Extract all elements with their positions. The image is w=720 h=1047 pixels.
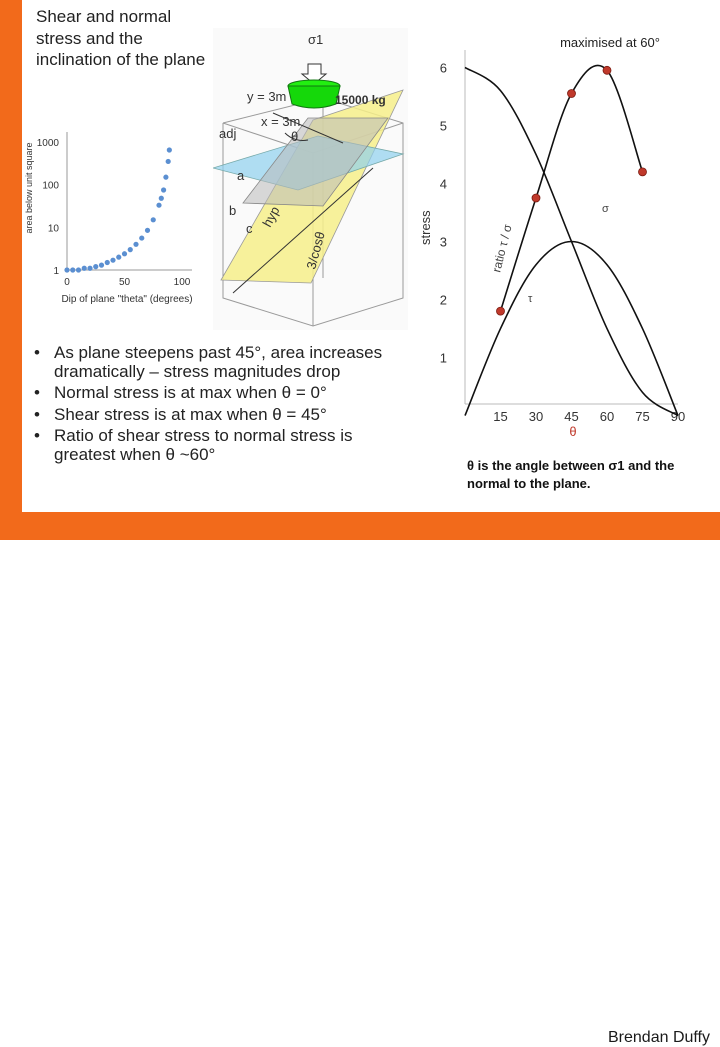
x-dimension-label: x = 3m: [261, 114, 300, 129]
weight-body: [287, 85, 341, 109]
sigma-arrow: [300, 63, 328, 85]
y-dimension-label: y = 3m: [247, 89, 286, 104]
scatter-y-tick-label: 10: [48, 223, 60, 234]
scatter-x-tick-label: 0: [64, 277, 70, 288]
ratio-x-tick-label: 30: [529, 409, 543, 424]
ratio-x-tick-label: 90: [671, 409, 685, 424]
ratio-x-tick-label: 45: [564, 409, 578, 424]
scatter-point: [87, 265, 93, 271]
ratio-point: [496, 306, 505, 316]
scatter-axes: [66, 132, 192, 271]
ratio-series-label: ratio τ / σ: [489, 222, 515, 273]
scatter-points: [64, 147, 172, 273]
scatter-y-tick-label: 100: [42, 181, 59, 192]
scatter-point: [166, 147, 172, 153]
footer-bar: Brendan Duffy: [0, 512, 720, 1046]
scatter-xlabel: Dip of plane "theta" (degrees): [61, 294, 192, 305]
scatter-point: [127, 247, 133, 253]
block-diagram: σ1 15000 kg y = 3m x = 3m θ adj a b c hy…: [213, 28, 408, 330]
scatter-point: [64, 267, 70, 273]
a-label: a: [237, 168, 245, 183]
scatter-point: [116, 254, 122, 260]
c-label: c: [246, 221, 253, 236]
ratio-ylabel: stress: [418, 210, 433, 245]
scatter-x-tick-label: 50: [119, 277, 131, 288]
scatter-point: [98, 262, 105, 268]
ratio-axes: [464, 50, 678, 405]
normal-series-label: σ: [602, 203, 609, 215]
scatter-point: [144, 227, 151, 233]
scatter-point: [121, 251, 128, 257]
ratio-point: [638, 167, 647, 177]
vertical-plane: [242, 117, 389, 207]
adj-arrow: [272, 112, 344, 144]
slide-title: Shear and normal stress and the inclinat…: [36, 7, 206, 69]
ratio-y-tick-label: 3: [440, 235, 447, 250]
bullet-item: Ratio of shear stress to normal stress i…: [28, 426, 413, 464]
ratio-point: [531, 193, 541, 203]
scatter-chart: 1 10 100 1000 0 50 100 Dip of plane "theta" (d…: [37, 132, 193, 305]
shear-series-line: [464, 240, 679, 416]
theta-caption: θ is the angle between σ1 and the normal…: [467, 458, 675, 491]
ratio-x-tick-label: 60: [600, 409, 614, 424]
ratio-x-tick-label: 75: [635, 409, 649, 424]
scatter-point: [139, 235, 145, 241]
scatter-y-tick-label: 1000: [37, 138, 60, 149]
scatter-point: [104, 259, 110, 266]
ratio-series-line: [499, 64, 644, 312]
scatter-point: [163, 174, 169, 180]
scatter-point: [165, 158, 171, 165]
ratio-y-tick-label: 5: [440, 118, 447, 133]
bullet-item: Shear stress is at max when θ = 45°: [28, 405, 413, 425]
ratio-point: [602, 65, 612, 75]
ratio-y-tick-label: 4: [440, 176, 447, 191]
scatter-x-tick-label: 100: [174, 277, 191, 288]
scatter-point: [93, 264, 99, 270]
theta-arc: [284, 132, 309, 141]
hyp-arrow: [232, 167, 374, 294]
ratio-points: [496, 65, 647, 316]
accent-side-bar: [0, 0, 22, 540]
shear-series-label: τ: [528, 293, 533, 305]
scatter-point: [133, 241, 139, 247]
scatter-y-tick-label: 1: [53, 266, 59, 277]
adj-label: adj: [219, 126, 236, 141]
ratio-point: [567, 89, 576, 98]
author-name: Brendan Duffy: [608, 1029, 710, 1046]
scatter-point: [161, 187, 167, 193]
bullet-item: Normal stress is at max when θ = 0°: [28, 383, 413, 403]
scatter-point: [75, 267, 82, 273]
bullet-item: As plane steepens past 45°, area increas…: [28, 343, 413, 381]
bullet-list: As plane steepens past 45°, area increas…: [28, 343, 413, 467]
ratio-y-tick-label: 6: [440, 60, 447, 75]
ratio-y-tick-label: 2: [440, 293, 447, 308]
ratio-x-tick-label: 15: [493, 409, 507, 424]
scatter-point: [158, 195, 164, 201]
scatter-point: [70, 267, 76, 273]
scatter-point: [110, 257, 116, 263]
theta-label: θ: [291, 129, 298, 144]
scatter-point: [81, 265, 87, 271]
scatter-point: [156, 202, 162, 208]
weight-label: 15000 kg: [335, 93, 386, 107]
scatter-point: [150, 217, 156, 223]
ratio-chart-title: maximised at 60°: [560, 35, 660, 50]
ratio-y-tick-label: 1: [440, 351, 447, 366]
b-label: b: [229, 203, 236, 218]
ratio-xlabel: θ: [569, 424, 576, 439]
scatter-ticks: 1 10 100 1000 0 50 100: [37, 138, 191, 288]
sigma1-label: σ1: [308, 32, 323, 47]
